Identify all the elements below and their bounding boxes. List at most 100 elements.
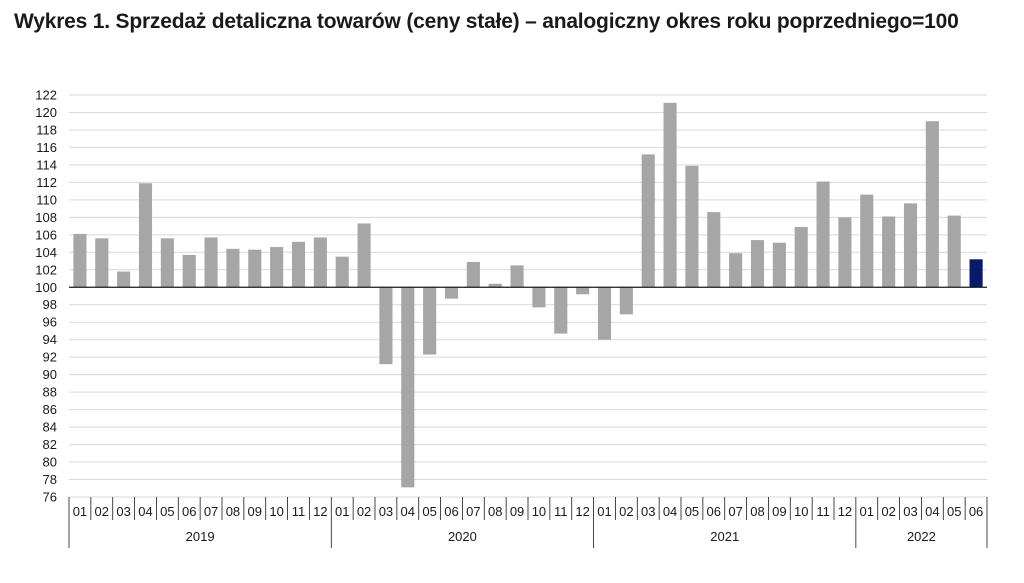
bar — [379, 287, 393, 365]
y-tick-label: 98 — [43, 297, 57, 312]
y-axis: 76 78 80 82 84 86 88 90 92 94 96 98 100 102 104 106 108 1… — [35, 88, 57, 505]
month-label: 02 — [95, 504, 109, 519]
bar — [969, 259, 983, 288]
bar — [291, 241, 306, 288]
month-label: 10 — [269, 504, 283, 519]
y-tick-label: 110 — [36, 192, 57, 207]
month-label: 04 — [138, 504, 152, 519]
bar — [663, 102, 677, 288]
y-tick-label: 94 — [43, 332, 57, 347]
bar — [903, 203, 918, 288]
y-tick-label: 102 — [35, 262, 57, 277]
y-tick-label: 108 — [35, 210, 57, 225]
bar — [335, 256, 349, 288]
month-label: 03 — [903, 504, 917, 519]
bar — [750, 240, 765, 288]
month-label: 03 — [641, 504, 655, 519]
bar — [248, 249, 262, 288]
x-axis: 01 02 03 04 05 06 07 08 09 10 11 12 01 02 03 04 05 06 07 08… — [68, 497, 988, 548]
month-label: 09 — [248, 504, 262, 519]
month-label: 01 — [335, 504, 349, 519]
bar — [466, 261, 480, 288]
bar — [313, 237, 327, 288]
bar — [554, 287, 568, 334]
bar — [488, 283, 502, 288]
month-label: 08 — [750, 504, 764, 519]
bar — [226, 248, 240, 288]
y-tick-label: 96 — [43, 315, 57, 330]
month-label: 05 — [160, 504, 174, 519]
bar — [160, 238, 174, 288]
month-label: 05 — [685, 504, 699, 519]
y-tick-label: 112 — [36, 175, 57, 190]
y-tick-label: 104 — [35, 245, 57, 260]
bar — [772, 242, 786, 288]
bar — [532, 287, 546, 308]
y-tick-label: 92 — [43, 350, 57, 365]
y-tick-label: 78 — [43, 472, 57, 487]
grid-lines — [69, 94, 987, 498]
month-label: 07 — [466, 504, 480, 519]
bar — [357, 223, 371, 288]
month-label: 06 — [444, 504, 458, 519]
month-label: 11 — [292, 504, 306, 519]
month-label: 01 — [860, 504, 874, 519]
month-label: 12 — [313, 504, 327, 519]
month-label: 05 — [422, 504, 436, 519]
bar — [925, 121, 939, 288]
bar — [597, 287, 612, 340]
month-label: 09 — [510, 504, 524, 519]
bar — [423, 287, 437, 355]
bar — [401, 287, 415, 488]
month-label: 04 — [401, 504, 415, 519]
bar — [117, 271, 131, 288]
month-label: 03 — [379, 504, 393, 519]
month-label: 06 — [969, 504, 983, 519]
bar — [729, 253, 743, 288]
month-label: 02 — [619, 504, 633, 519]
bars — [69, 102, 987, 488]
year-label: 2020 — [448, 529, 477, 544]
y-tick-label: 80 — [43, 455, 57, 470]
y-tick-label: 122 — [35, 88, 57, 103]
bar — [641, 154, 655, 288]
month-label: 12 — [575, 504, 589, 519]
y-tick-label: 86 — [43, 402, 57, 417]
y-tick-label: 118 — [36, 122, 57, 137]
y-tick-label: 76 — [43, 490, 57, 505]
year-label: 2022 — [907, 529, 936, 544]
y-tick-label: 100 — [35, 280, 57, 295]
y-tick-label: 82 — [43, 437, 57, 452]
month-label: 09 — [772, 504, 786, 519]
bar — [182, 254, 196, 288]
y-tick-label: 84 — [43, 420, 57, 435]
month-label: 08 — [488, 504, 502, 519]
bar — [860, 194, 874, 288]
month-label: 05 — [947, 504, 961, 519]
bar — [95, 238, 109, 288]
month-label: 07 — [728, 504, 742, 519]
month-label: 03 — [116, 504, 130, 519]
bar — [73, 233, 87, 288]
bar — [882, 216, 896, 288]
month-label: 11 — [816, 504, 830, 519]
month-label: 10 — [532, 504, 546, 519]
month-label: 02 — [881, 504, 895, 519]
bar — [444, 287, 459, 299]
bar — [947, 215, 961, 288]
month-label: 06 — [182, 504, 196, 519]
bar — [619, 287, 633, 315]
month-label: 01 — [73, 504, 87, 519]
year-label: 2019 — [186, 529, 215, 544]
bar — [270, 247, 284, 288]
year-label: 2021 — [710, 529, 739, 544]
month-label: 11 — [554, 504, 568, 519]
bar — [707, 212, 721, 288]
month-label: 02 — [357, 504, 371, 519]
y-tick-label: 114 — [36, 157, 57, 172]
month-label: 07 — [204, 504, 218, 519]
bar — [685, 165, 699, 288]
chart-title: Wykres 1. Sprzedaż detaliczna towarów (c… — [14, 10, 959, 33]
bar — [576, 287, 590, 295]
